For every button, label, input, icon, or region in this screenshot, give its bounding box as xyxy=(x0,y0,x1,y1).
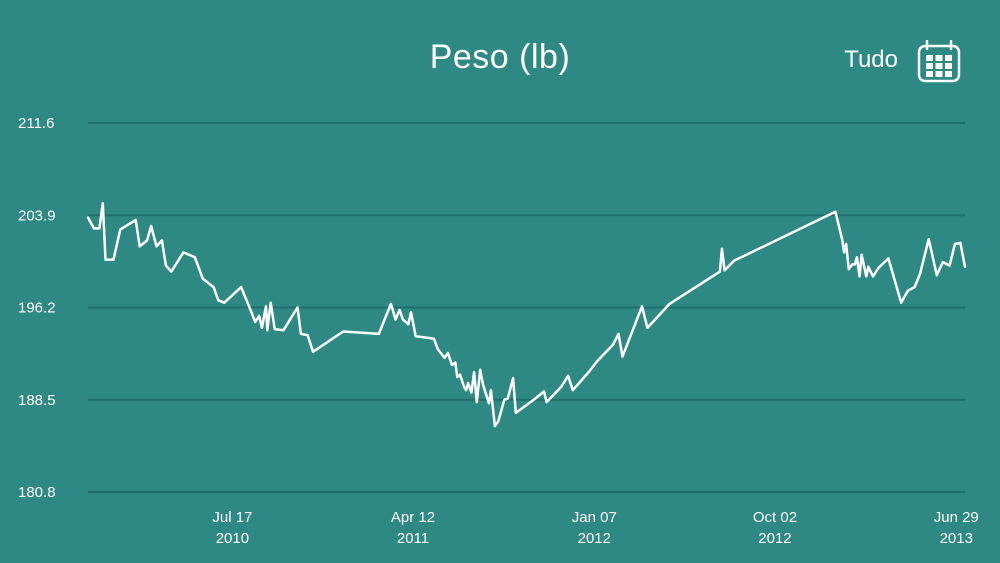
y-tick-label: 203.9 xyxy=(18,207,56,224)
x-tick-label: Oct 02 xyxy=(753,509,797,526)
grid-lines xyxy=(88,122,965,493)
x-tick-label: Apr 12 xyxy=(391,509,435,526)
y-axis-ticks: 211.6 203.9 196.2 188.5 180.8 xyxy=(18,115,56,501)
x-tick-year-label: 2010 xyxy=(216,530,249,547)
x-tick-year-label: 2013 xyxy=(940,530,973,547)
x-axis-ticks: Jul 17 2010 Apr 12 2011 Jan 07 2012 Oct 02 2012… xyxy=(212,509,978,547)
weight-series-line xyxy=(86,202,967,428)
y-tick-label: 188.5 xyxy=(18,392,56,409)
x-tick-year-label: 2012 xyxy=(758,530,791,547)
x-tick-label: Jan 07 xyxy=(572,509,617,526)
calendar-button[interactable] xyxy=(916,39,962,84)
x-tick-year-label: 2012 xyxy=(578,530,611,547)
range-selector-label[interactable]: Tudo xyxy=(844,46,898,73)
chart-title: Peso (lb) xyxy=(429,38,571,76)
calendar-icon xyxy=(917,39,961,83)
x-tick-label: Jul 17 xyxy=(212,509,252,526)
y-tick-label: 211.6 xyxy=(18,115,54,132)
x-tick-year-label: 2011 xyxy=(397,530,429,547)
x-tick-label: Jun 29 xyxy=(934,509,979,526)
y-tick-label: 180.8 xyxy=(18,484,56,501)
y-tick-label: 196.2 xyxy=(18,300,56,317)
